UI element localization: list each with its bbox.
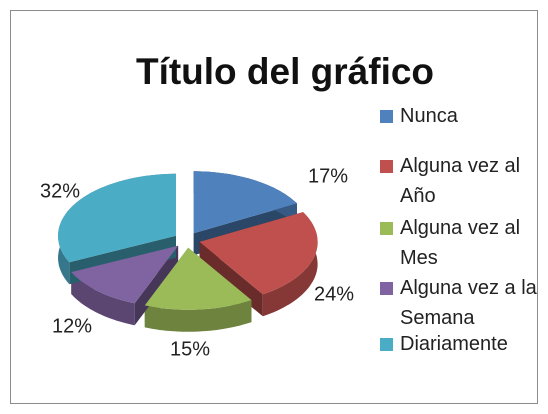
- slice-edge: [71, 272, 135, 326]
- slice-edge: [144, 300, 252, 332]
- slice: [193, 171, 297, 234]
- legend-swatch: [380, 282, 393, 295]
- legend-label: Alguna vez a la Semana: [400, 277, 537, 329]
- slice: [71, 245, 179, 304]
- data-label: 15%: [170, 338, 210, 360]
- data-label: 17%: [308, 165, 348, 187]
- legend-swatch: [380, 222, 393, 235]
- legend-swatch: [380, 338, 393, 351]
- legend-label: Alguna vez al Mes: [400, 217, 521, 269]
- slice: [58, 173, 176, 263]
- chart-title: Título del gráfico: [136, 51, 434, 92]
- pie: [58, 171, 318, 332]
- legend-swatch: [380, 160, 393, 173]
- legend-label: Nunca: [400, 105, 458, 127]
- data-label: 32%: [40, 180, 80, 202]
- legend-label: Diariamente: [400, 333, 508, 355]
- slice: [144, 247, 252, 310]
- slice-edge: [262, 212, 318, 317]
- data-label: 24%: [314, 283, 354, 305]
- slice: [199, 212, 318, 295]
- legend-swatch: [380, 110, 393, 123]
- legend-label: Alguna vez al Año: [400, 155, 521, 207]
- data-label: 12%: [52, 315, 92, 337]
